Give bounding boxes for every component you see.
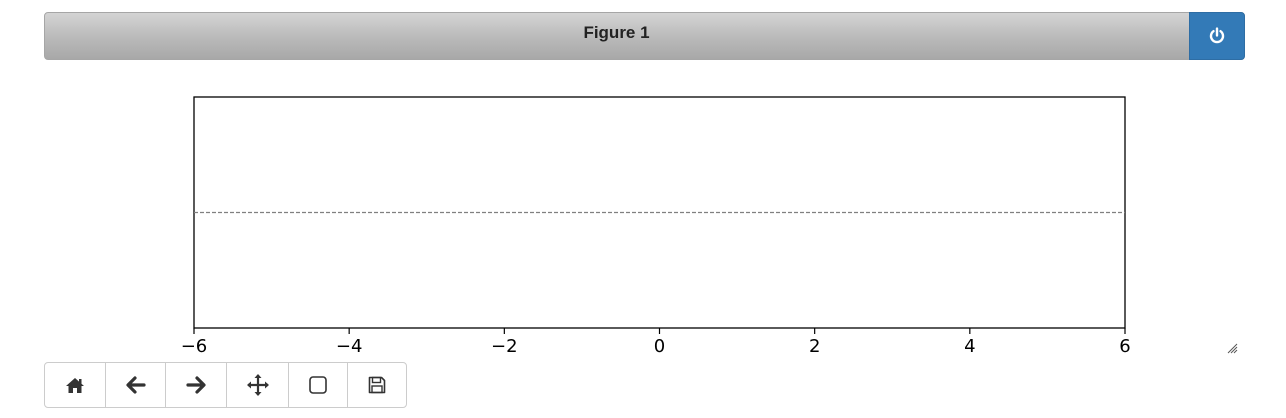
home-icon [66, 378, 84, 393]
home-button[interactable] [44, 362, 106, 408]
zoom-to-rect-button[interactable] [288, 362, 348, 408]
x-tick-label: 4 [964, 336, 975, 357]
x-tick-label: 0 [654, 336, 665, 357]
forward-arrow-icon [186, 376, 206, 394]
x-tick-label: −2 [491, 336, 518, 357]
save-button[interactable] [347, 362, 407, 408]
chart: −6 −4 −2 0 2 4 6 [181, 96, 1131, 357]
x-tick-label: 6 [1119, 336, 1130, 357]
power-icon [1209, 27, 1225, 44]
x-tick-label: −4 [336, 336, 363, 357]
x-axis: −6 −4 −2 0 2 4 6 [181, 328, 1131, 357]
zoom-rect-icon [309, 376, 327, 394]
save-icon [368, 376, 386, 394]
back-button[interactable] [105, 362, 166, 408]
figure-canvas[interactable]: −6 −4 −2 0 2 4 6 [0, 60, 1286, 360]
figure-title: Figure 1 [583, 23, 650, 42]
x-tick-label: 2 [809, 336, 820, 357]
pan-button[interactable] [226, 362, 289, 408]
forward-button[interactable] [165, 362, 227, 408]
figure-title-bar: Figure 1 [44, 12, 1245, 60]
navigation-toolbar [44, 362, 407, 408]
x-tick-label: −6 [181, 336, 208, 357]
back-arrow-icon [125, 376, 146, 394]
pan-icon [246, 374, 269, 396]
resize-handle-icon[interactable] [1226, 342, 1238, 354]
close-figure-button[interactable] [1189, 12, 1245, 60]
